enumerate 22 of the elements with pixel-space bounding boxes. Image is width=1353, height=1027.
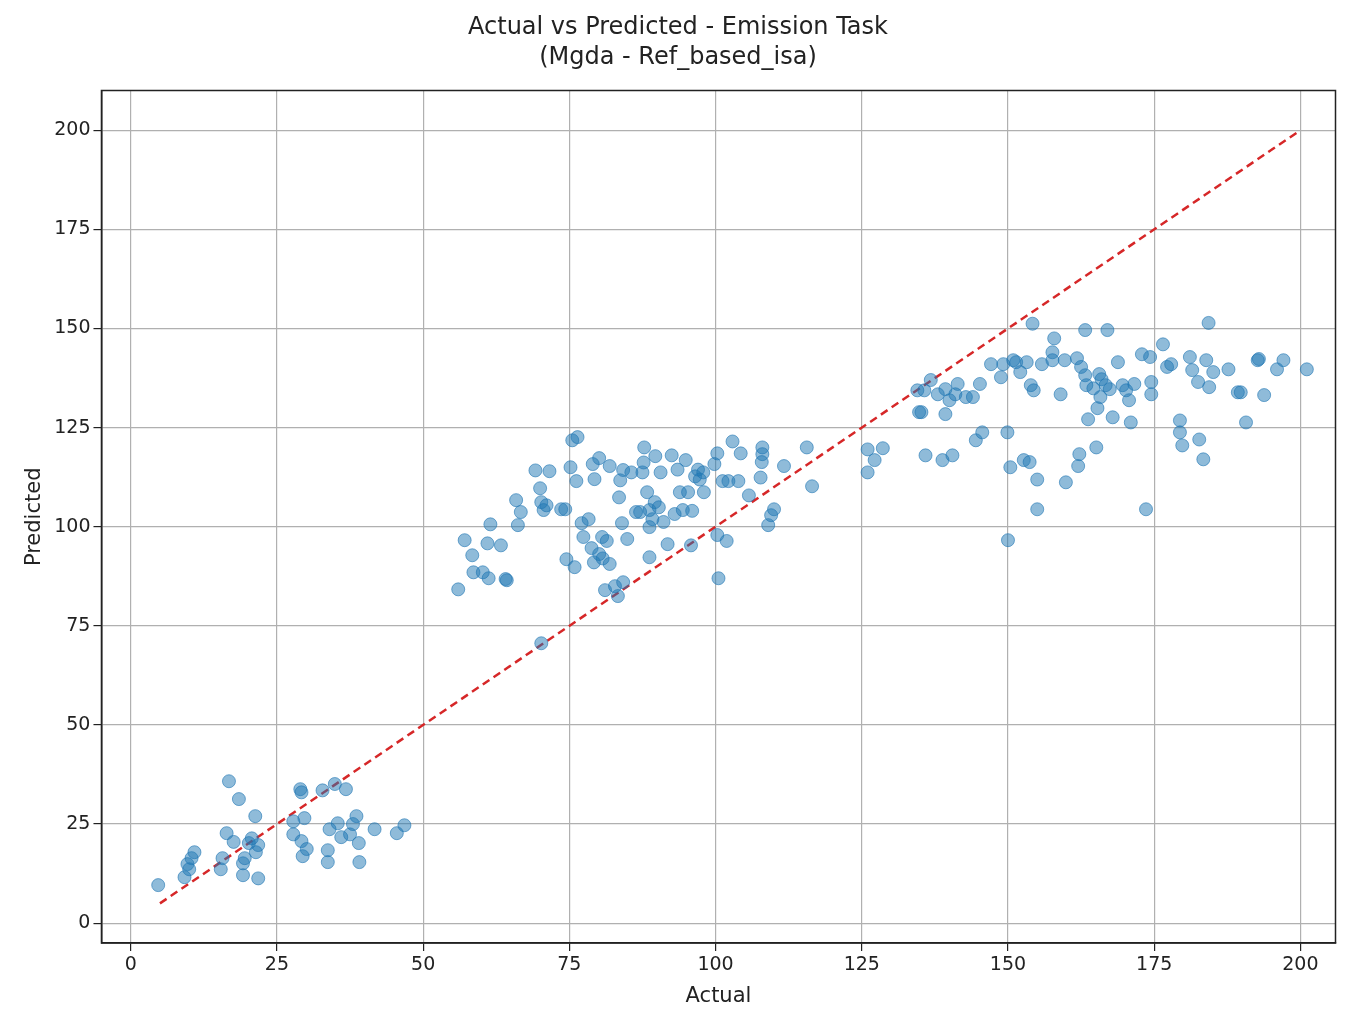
x-tick-label: 175 <box>1136 952 1173 975</box>
x-tick-label: 125 <box>843 952 880 975</box>
y-tick-label: 150 <box>54 315 91 338</box>
y-tick-label: 75 <box>66 612 91 635</box>
y-tick-label: 0 <box>78 910 91 933</box>
x-tick-label: 150 <box>989 952 1027 975</box>
y-tick-label: 50 <box>66 711 91 734</box>
chart-title: Actual vs Predicted - Emission Task <box>468 11 889 40</box>
x-tick-label: 100 <box>697 952 734 975</box>
y-tick-label: 100 <box>54 513 91 536</box>
y-tick-label: 25 <box>66 811 91 833</box>
x-tick-label: 25 <box>264 952 290 975</box>
y-tick-label: 200 <box>54 117 91 140</box>
x-tick-label: 200 <box>1282 952 1319 975</box>
x-tick-label: 0 <box>124 952 137 975</box>
y-tick-label: 125 <box>54 414 91 437</box>
y-axis-title: Predicted <box>21 467 46 567</box>
x-tick-label: 75 <box>557 952 582 975</box>
y-tick-label: 175 <box>54 216 91 239</box>
x-tick-label: 50 <box>411 952 436 975</box>
x-axis-title: Actual <box>685 982 752 1007</box>
chart-subtitle: (Mgda - Ref_based_isa) <box>539 42 817 71</box>
